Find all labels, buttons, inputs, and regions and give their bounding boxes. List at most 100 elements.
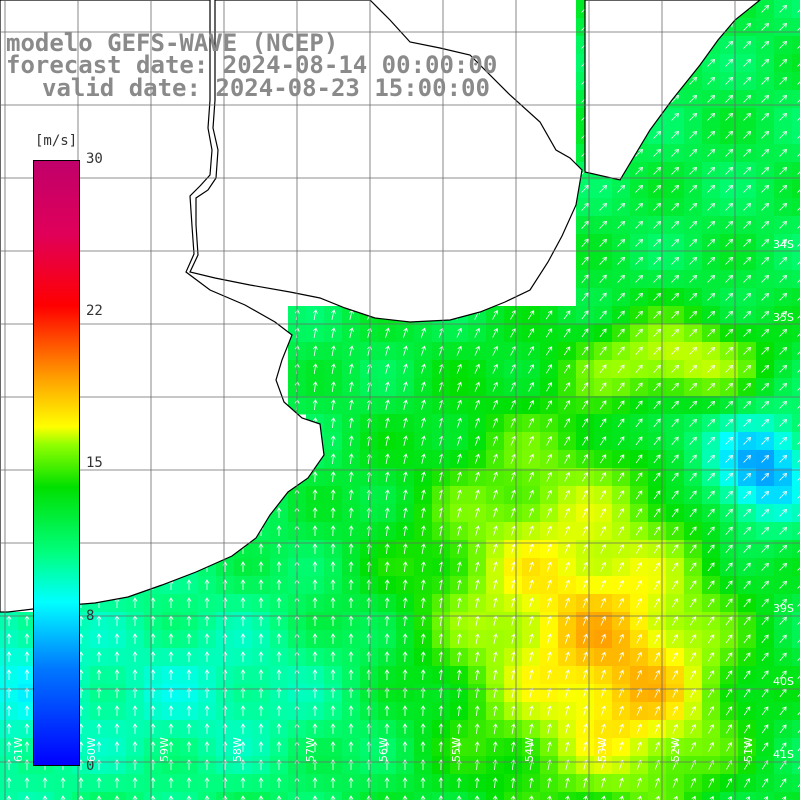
wind-arrow xyxy=(24,777,30,788)
wind-arrow xyxy=(547,633,552,644)
wind-arrow xyxy=(24,633,30,644)
wind-arrow xyxy=(654,777,660,788)
wind-arrow xyxy=(797,603,800,607)
wind-arrow xyxy=(564,507,570,518)
wind-arrow xyxy=(600,579,606,590)
wind-arrow xyxy=(671,256,680,265)
wind-arrow xyxy=(725,382,734,391)
wind-arrow xyxy=(186,579,192,590)
wind-arrow xyxy=(779,382,788,391)
wind-arrow xyxy=(707,76,716,85)
wind-arrow xyxy=(725,562,733,572)
wind-arrow xyxy=(761,508,770,517)
wind-arrow xyxy=(707,130,716,139)
wind-arrow xyxy=(707,544,715,554)
wind-arrow xyxy=(743,526,751,535)
wind-arrow xyxy=(582,525,588,536)
wind-arrow xyxy=(635,238,644,247)
wind-arrow xyxy=(312,345,318,356)
wind-arrow xyxy=(671,454,679,464)
wind-cell xyxy=(792,468,800,487)
wind-arrow xyxy=(707,328,716,337)
wind-arrow xyxy=(725,418,734,427)
wind-arrow xyxy=(420,525,426,536)
wind-arrow xyxy=(582,579,588,590)
wind-arrow xyxy=(797,207,800,211)
wind-arrow xyxy=(599,202,608,211)
wind-arrow xyxy=(366,579,372,591)
wind-cell xyxy=(792,486,800,505)
wind-cell xyxy=(792,450,800,469)
wind-arrow xyxy=(456,381,462,392)
wind-arrow xyxy=(492,651,498,662)
wind-arrow xyxy=(743,742,751,752)
wind-arrow xyxy=(565,651,570,662)
wind-arrow xyxy=(402,777,408,788)
wind-arrow xyxy=(725,274,734,283)
wind-arrow xyxy=(457,471,462,482)
wind-arrow xyxy=(403,399,408,410)
wind-arrow xyxy=(779,346,788,355)
wind-arrow xyxy=(636,580,643,590)
wind-arrow xyxy=(330,633,336,644)
wind-arrow xyxy=(420,561,426,572)
wind-arrow xyxy=(348,633,354,644)
wind-arrow xyxy=(438,795,444,800)
wind-arrow xyxy=(727,795,733,800)
wind-arrow xyxy=(601,777,606,788)
wind-arrow xyxy=(384,597,390,609)
wind-arrow xyxy=(725,202,734,211)
wind-arrow xyxy=(331,309,336,320)
wind-arrow xyxy=(761,598,769,608)
wind-arrow xyxy=(330,741,336,752)
wind-arrow xyxy=(671,112,680,121)
wind-arrow xyxy=(617,472,625,482)
wind-arrow xyxy=(565,723,570,734)
wind-arrow xyxy=(403,381,408,392)
wind-arrow xyxy=(510,489,516,500)
wind-arrow xyxy=(725,400,734,409)
wind-arrow xyxy=(312,525,318,536)
wind-cell xyxy=(792,36,800,55)
wind-arrow xyxy=(689,310,698,319)
wind-arrow xyxy=(779,40,788,49)
wind-arrow xyxy=(168,777,174,788)
wind-arrow xyxy=(797,441,800,445)
wind-arrow xyxy=(563,310,571,320)
wind-arrow xyxy=(797,639,800,643)
wind-arrow xyxy=(547,741,552,752)
wind-arrow xyxy=(653,562,661,572)
wind-cell xyxy=(792,126,800,145)
wind-arrow xyxy=(743,184,752,193)
wind-arrow xyxy=(761,274,770,283)
wind-arrow xyxy=(743,256,752,265)
wind-arrow xyxy=(618,687,624,698)
wind-arrow xyxy=(635,508,643,518)
wind-arrow xyxy=(384,507,390,519)
wind-arrow xyxy=(186,651,192,662)
wind-arrow xyxy=(779,328,788,337)
wind-arrow xyxy=(779,22,788,31)
wind-arrow xyxy=(510,435,516,446)
wind-arrow xyxy=(743,400,752,409)
wind-arrow xyxy=(529,579,534,590)
wind-arrow xyxy=(168,633,174,644)
wind-arrow xyxy=(672,741,678,752)
wind-cell xyxy=(630,792,649,800)
wind-arrow xyxy=(420,741,426,752)
wind-arrow xyxy=(725,112,734,121)
wind-arrow xyxy=(797,477,800,481)
wind-arrow xyxy=(761,166,770,175)
wind-cell xyxy=(792,378,800,397)
wind-arrow xyxy=(457,435,462,446)
wind-arrow xyxy=(618,597,624,608)
wind-arrow xyxy=(330,399,336,411)
wind-arrow xyxy=(420,705,426,717)
wind-arrow xyxy=(671,562,679,572)
wind-arrow xyxy=(653,418,661,428)
wind-arrow xyxy=(600,490,607,500)
wind-arrow xyxy=(258,777,264,788)
wind-arrow xyxy=(402,471,408,482)
wind-arrow xyxy=(150,633,156,644)
wind-arrow xyxy=(601,741,606,752)
